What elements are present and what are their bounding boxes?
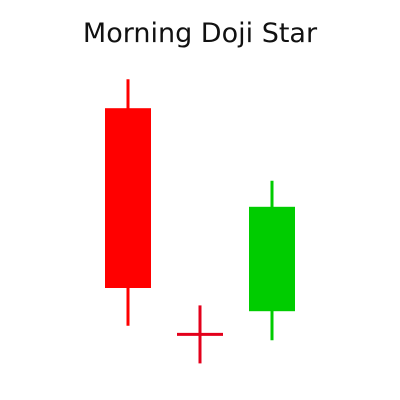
candle-1-body — [105, 108, 151, 288]
chart-title: Morning Doji Star — [82, 18, 318, 49]
candles-group — [105, 79, 295, 364]
candle-3-body — [249, 206, 295, 312]
